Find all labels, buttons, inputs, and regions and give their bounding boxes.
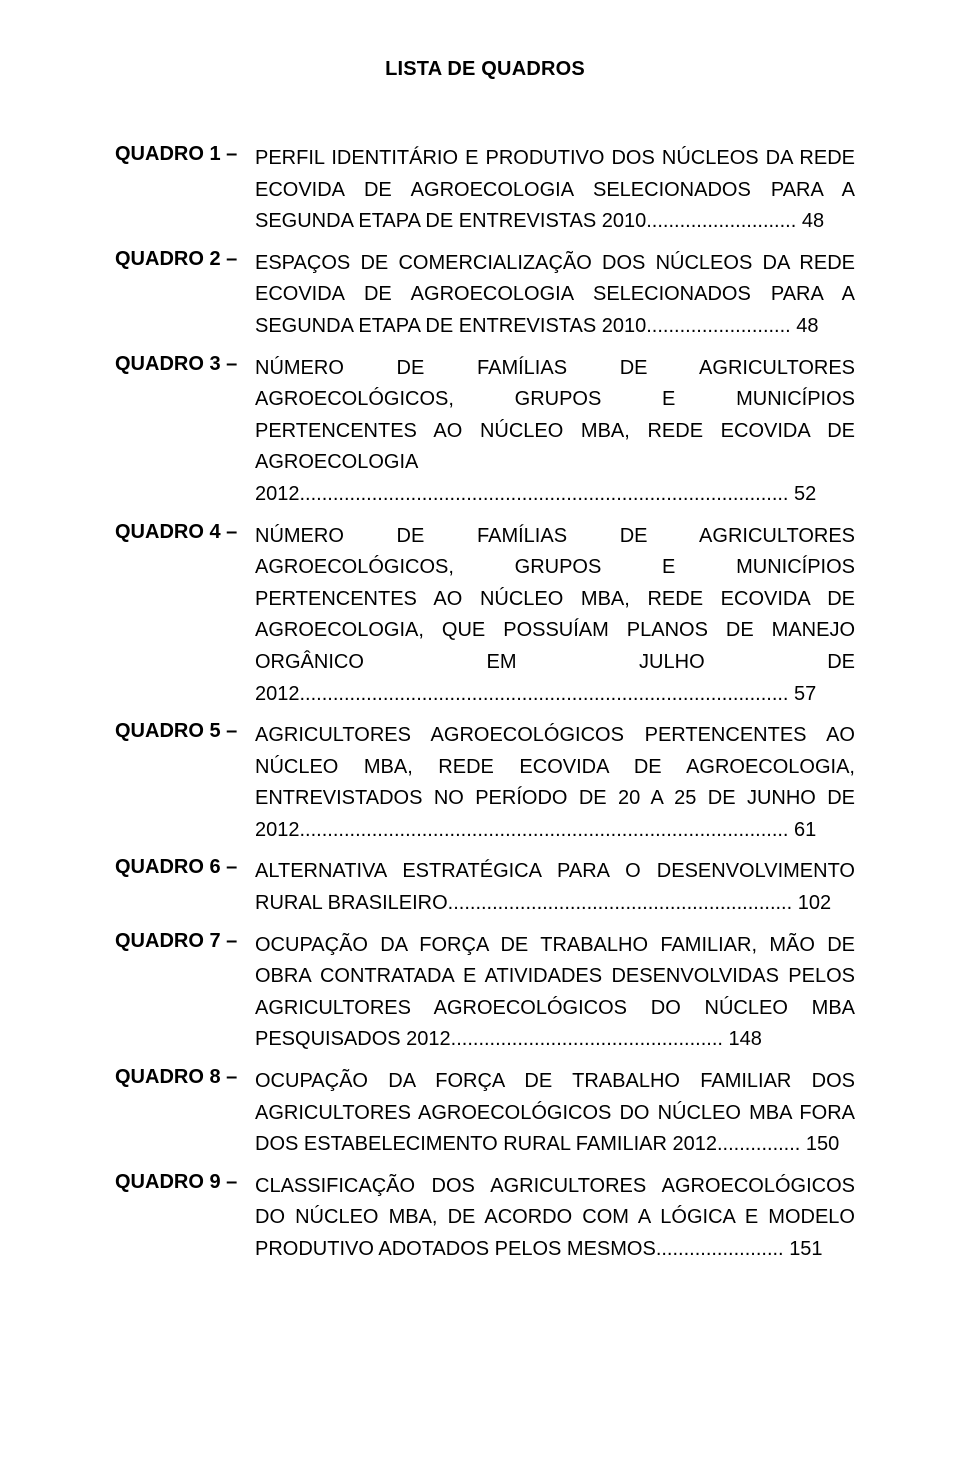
entry-body: NÚMERO DE FAMÍLIAS DE AGRICULTORES AGROE… (255, 521, 855, 711)
entry-label: QUADRO 5 – (115, 720, 255, 743)
list-item: QUADRO 5 –AGRICULTORES AGROECOLÓGICOS PE… (115, 720, 855, 846)
entry-page: 61 (794, 819, 816, 841)
entry-body: OCUPAÇÃO DA FORÇA DE TRABALHO FAMILIAR, … (255, 930, 855, 1056)
dot-leader: ............... (717, 1133, 800, 1155)
entry-body: PERFIL IDENTITÁRIO E PRODUTIVO DOS NÚCLE… (255, 143, 855, 238)
entry-label: QUADRO 6 – (115, 856, 255, 879)
list-item: QUADRO 7 –OCUPAÇÃO DA FORÇA DE TRABALHO … (115, 930, 855, 1056)
dot-leader: ........................................… (300, 483, 789, 505)
dot-leader: ....................... (656, 1238, 784, 1260)
list-item: QUADRO 3 –NÚMERO DE FAMÍLIAS DE AGRICULT… (115, 353, 855, 511)
entry-body: CLASSIFICAÇÃO DOS AGRICULTORES AGROECOLÓ… (255, 1171, 855, 1266)
entry-page: 150 (806, 1133, 839, 1155)
dot-leader: ........................................… (300, 683, 789, 705)
entry-page: 102 (798, 892, 831, 914)
entry-label: QUADRO 1 – (115, 143, 255, 166)
entry-label: QUADRO 2 – (115, 248, 255, 271)
entry-body: AGRICULTORES AGROECOLÓGICOS PERTENCENTES… (255, 720, 855, 846)
entry-body: ALTERNATIVA ESTRATÉGICA PARA O DESENVOLV… (255, 856, 855, 919)
entry-label: QUADRO 7 – (115, 930, 255, 953)
entry-body: NÚMERO DE FAMÍLIAS DE AGRICULTORES AGROE… (255, 353, 855, 511)
entry-page: 148 (729, 1028, 762, 1050)
entry-page: 151 (789, 1238, 822, 1260)
entry-label: QUADRO 9 – (115, 1171, 255, 1194)
entries-list: QUADRO 1 –PERFIL IDENTITÁRIO E PRODUTIVO… (115, 143, 855, 1266)
list-item: QUADRO 6 –ALTERNATIVA ESTRATÉGICA PARA O… (115, 856, 855, 919)
entry-body: OCUPAÇÃO DA FORÇA DE TRABALHO FAMILIAR D… (255, 1066, 855, 1161)
entry-page: 52 (794, 483, 816, 505)
dot-leader: ........................................… (300, 819, 789, 841)
list-item: QUADRO 4 –NÚMERO DE FAMÍLIAS DE AGRICULT… (115, 521, 855, 711)
list-item: QUADRO 9 –CLASSIFICAÇÃO DOS AGRICULTORES… (115, 1171, 855, 1266)
list-item: QUADRO 1 –PERFIL IDENTITÁRIO E PRODUTIVO… (115, 143, 855, 238)
dot-leader: .......................... (646, 315, 790, 337)
entry-body: ESPAÇOS DE COMERCIALIZAÇÃO DOS NÚCLEOS D… (255, 248, 855, 343)
entry-label: QUADRO 4 – (115, 521, 255, 544)
entry-label: QUADRO 8 – (115, 1066, 255, 1089)
entry-label: QUADRO 3 – (115, 353, 255, 376)
list-item: QUADRO 8 –OCUPAÇÃO DA FORÇA DE TRABALHO … (115, 1066, 855, 1161)
page-title: LISTA DE QUADROS (115, 58, 855, 81)
dot-leader: ........................................… (448, 892, 793, 914)
list-item: QUADRO 2 –ESPAÇOS DE COMERCIALIZAÇÃO DOS… (115, 248, 855, 343)
entry-text: NÚMERO DE FAMÍLIAS DE AGRICULTORES AGROE… (255, 525, 855, 705)
dot-leader: ........................................… (451, 1028, 723, 1050)
entry-page: 48 (802, 210, 824, 232)
entry-page: 48 (796, 315, 818, 337)
dot-leader: ........................... (646, 210, 796, 232)
entry-page: 57 (794, 683, 816, 705)
